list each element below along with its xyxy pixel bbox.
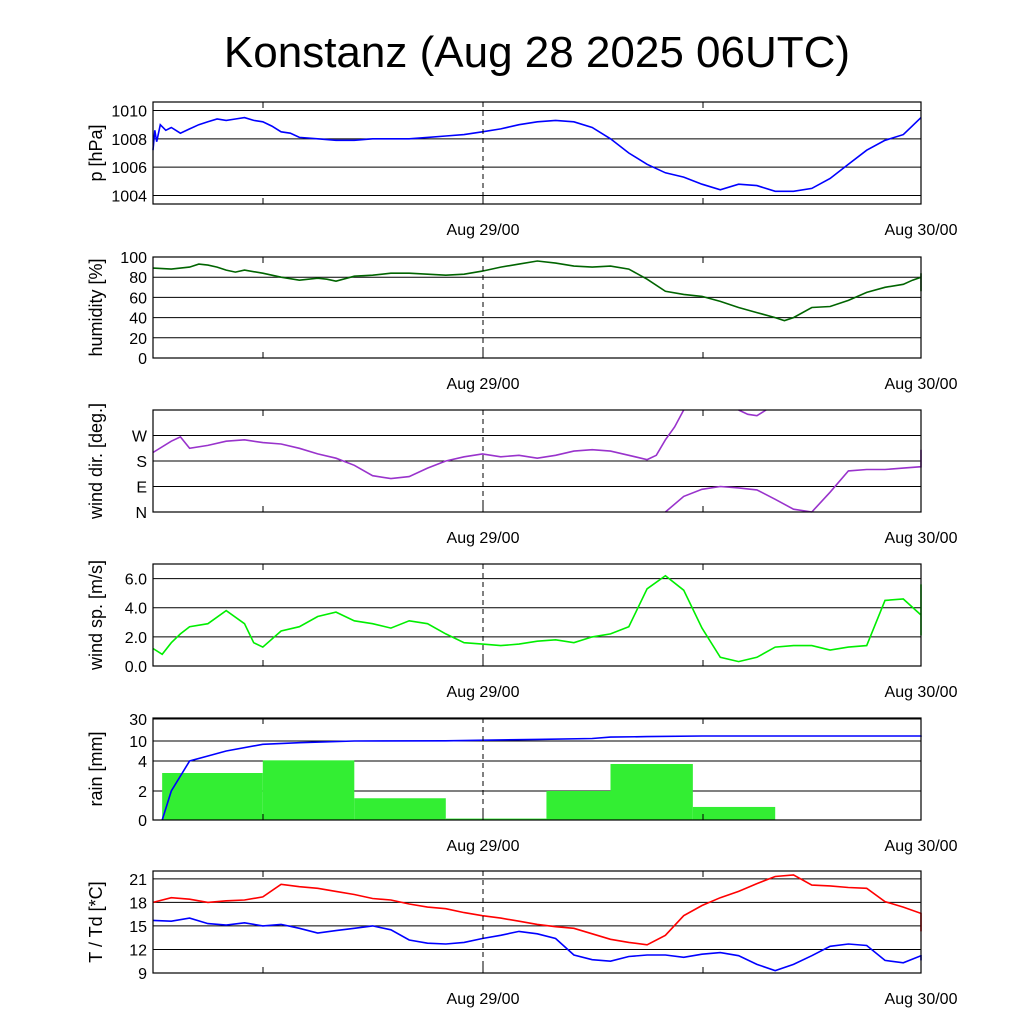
xtick-label-rain-0: Aug 29/00	[447, 838, 520, 855]
ytick-label-rain-4: 30	[129, 712, 147, 729]
panel-frame-wind_dir	[152, 409, 922, 513]
chart-title: Konstanz (Aug 28 2025 06UTC)	[224, 28, 850, 77]
ylabel-wind_speed: wind sp. [m/s]	[86, 560, 106, 671]
rain-bar-1	[262, 760, 355, 820]
xtick-label-pressure-1: Aug 30/00	[885, 222, 958, 239]
rain-bar-0	[162, 773, 263, 820]
panel-frame-humidity	[152, 256, 922, 359]
series-line-wind_dir-3	[811, 449, 922, 513]
ytick-label-rain-3: 10	[129, 734, 147, 751]
ytick-label-humidity-1: 20	[129, 331, 147, 348]
xtick-label-pressure-0: Aug 29/00	[447, 222, 520, 239]
xtick-label-wind_speed-1: Aug 30/00	[885, 684, 958, 701]
xtick-label-temperature-0: Aug 29/00	[447, 991, 520, 1008]
ytick-label-pressure-0: 1004	[111, 189, 147, 206]
xtick-label-wind_dir-0: Aug 29/00	[447, 530, 520, 547]
ytick-label-wind_dir-0: N	[135, 505, 147, 522]
rain-bar-6	[692, 806, 776, 820]
rain-bar-5	[610, 764, 693, 820]
ytick-label-wind_dir-3: W	[132, 429, 148, 446]
ytick-label-humidity-5: 100	[120, 250, 147, 267]
panel-frame-pressure	[152, 101, 922, 205]
ytick-label-pressure-2: 1008	[111, 132, 147, 149]
xtick-label-rain-1: Aug 30/00	[885, 838, 958, 855]
series-line-pressure-0	[152, 116, 922, 193]
ytick-label-rain-0: 0	[138, 813, 147, 830]
xtick-label-temperature-1: Aug 30/00	[885, 991, 958, 1008]
series-line-temperature-T	[152, 874, 922, 946]
ytick-label-temperature-3: 18	[129, 895, 147, 912]
ytick-label-wind_speed-0: 0.0	[125, 659, 147, 676]
panel-frame-rain	[152, 717, 922, 821]
ytick-label-humidity-3: 60	[129, 290, 147, 307]
series-line-wind_dir-1	[738, 409, 767, 417]
ytick-label-rain-1: 2	[138, 784, 147, 801]
panel-temperature: 9 12 15 18 21 T / Td [*C] Aug 29/00 Aug 30/00	[86, 870, 958, 1008]
ytick-label-humidity-2: 40	[129, 311, 147, 328]
ytick-label-rain-2: 4	[138, 754, 147, 771]
rain-bar-4	[546, 791, 611, 820]
series-line-temperature-Td	[152, 917, 922, 972]
ytick-label-wind_speed-1: 2.0	[125, 630, 147, 647]
ylabel-wind_dir: wind dir. [deg.]	[86, 403, 106, 520]
ytick-label-wind_dir-1: E	[136, 480, 147, 497]
ytick-label-humidity-0: 0	[138, 351, 147, 368]
ylabel-temperature: T / Td [*C]	[86, 881, 106, 962]
ytick-label-pressure-3: 1010	[111, 104, 147, 121]
ytick-label-temperature-0: 9	[138, 966, 147, 983]
ytick-label-temperature-2: 15	[129, 919, 147, 936]
xtick-label-wind_speed-0: Aug 29/00	[447, 684, 520, 701]
series-line-wind_dir-0	[152, 409, 685, 480]
ytick-label-temperature-4: 21	[129, 872, 147, 889]
ytick-label-wind_dir-2: S	[136, 454, 147, 471]
series-line-rain-0	[161, 735, 922, 821]
series-line-wind_dir-2	[664, 485, 812, 513]
series-line-humidity-0	[152, 260, 922, 322]
ytick-label-temperature-1: 12	[129, 942, 147, 959]
panel-humidity: 0 20 40 60 80 100 humidity [%] Aug 29/00 Aug 30/…	[86, 250, 958, 393]
ytick-label-wind_speed-3: 6.0	[125, 572, 147, 589]
panel-frame-temperature	[152, 870, 922, 974]
series-line-wind_speed-0	[152, 574, 922, 663]
rain-bar-2	[354, 798, 446, 820]
ytick-label-pressure-1: 1006	[111, 160, 147, 177]
ylabel-pressure: p [hPa]	[86, 124, 106, 181]
panel-pressure: 1004 1006 1008 1010 p [hPa] Aug 29/00 Aug 30/0…	[86, 101, 958, 239]
xtick-label-humidity-0: Aug 29/00	[447, 376, 520, 393]
panel-frame-wind_speed	[152, 563, 922, 667]
ytick-label-humidity-4: 80	[129, 270, 147, 287]
ytick-label-wind_speed-2: 4.0	[125, 601, 147, 618]
panel-rain: 0 2 4 10 30 rain [mm] Aug 29/00 Aug 30/00	[86, 712, 958, 855]
rain-bar-3	[445, 818, 547, 820]
panel-wind_speed: 0.0 2.0 4.0 6.0 wind sp. [m/s] Aug 29/00 Aug 3…	[86, 560, 958, 701]
ylabel-humidity: humidity [%]	[86, 258, 106, 356]
xtick-label-wind_dir-1: Aug 30/00	[885, 530, 958, 547]
ylabel-rain: rain [mm]	[86, 731, 106, 806]
xtick-label-humidity-1: Aug 30/00	[885, 376, 958, 393]
